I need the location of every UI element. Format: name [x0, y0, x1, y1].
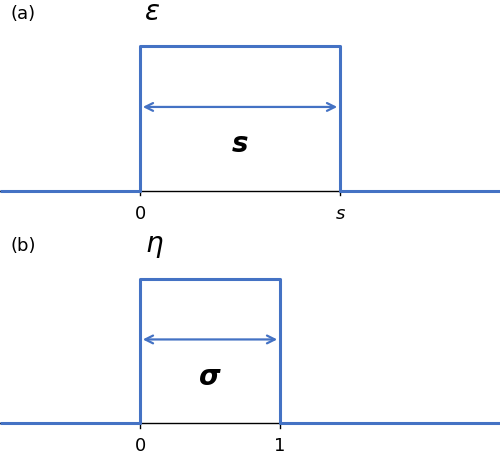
Text: η: η [145, 230, 162, 258]
Text: 0: 0 [134, 205, 145, 223]
Text: (a): (a) [10, 5, 35, 23]
Text: σ: σ [199, 363, 221, 391]
Text: 1: 1 [274, 437, 285, 455]
Text: (b): (b) [10, 237, 36, 255]
Text: s: s [232, 130, 248, 158]
Text: ε: ε [145, 0, 160, 26]
Text: s: s [336, 205, 344, 223]
Text: 0: 0 [134, 437, 145, 455]
